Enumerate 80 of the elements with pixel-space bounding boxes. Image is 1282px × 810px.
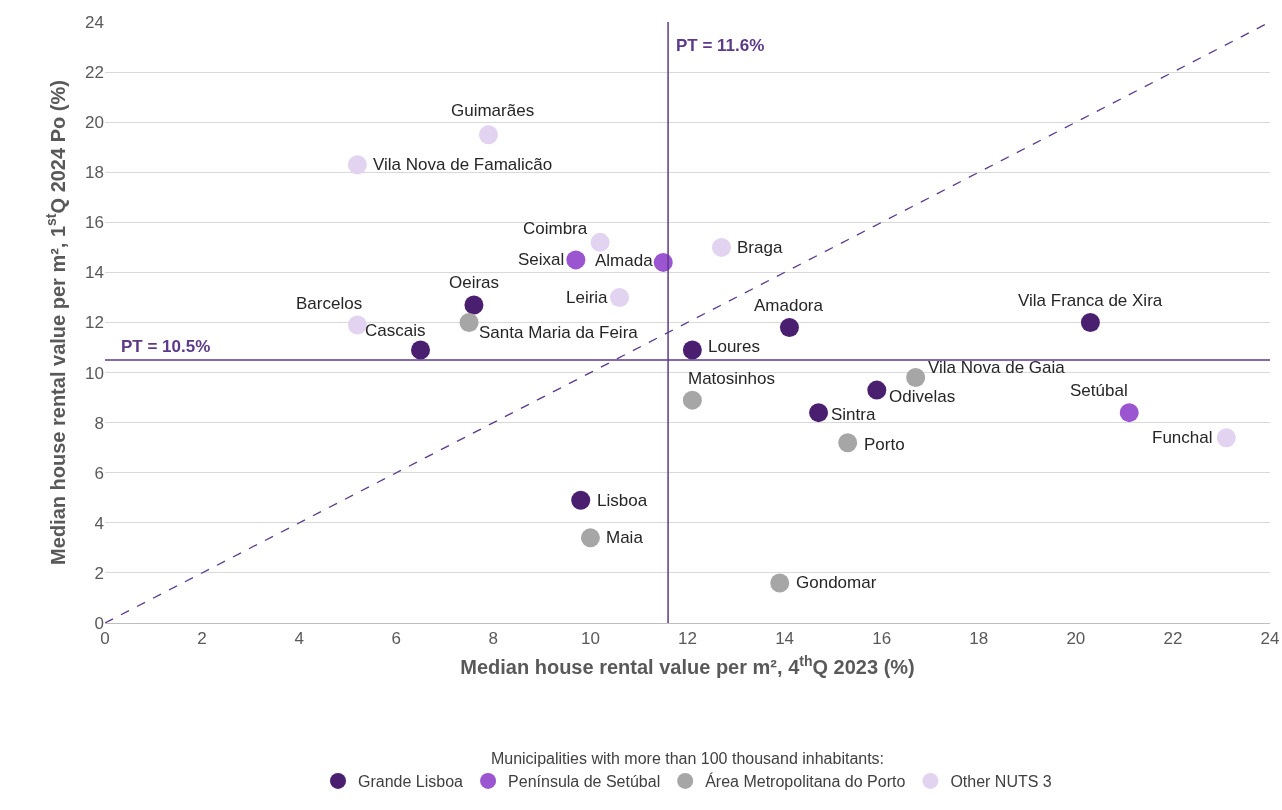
x-tick-label: 6	[391, 629, 401, 649]
point	[459, 313, 479, 332]
point	[1080, 313, 1100, 332]
annotation: Cascais	[365, 321, 426, 340]
legend-title: Municipalities with more than 100 thousand inhabitants:	[490, 750, 885, 767]
y-tick-label: 2	[94, 563, 104, 583]
y-tick-label: 4	[94, 513, 104, 533]
annotation: Maia	[606, 528, 644, 547]
annotation: Gondomar	[796, 573, 877, 592]
annotation: Vila Franca de Xira	[1018, 291, 1163, 310]
x-tick-label: 14	[775, 629, 795, 649]
annotation: Braga	[737, 238, 783, 257]
y-tick-label: 16	[85, 213, 104, 233]
annotation: Funchal	[1152, 428, 1213, 447]
annotation: Matosinhos	[688, 369, 775, 388]
x-tick-label: 4	[294, 629, 304, 649]
annotation: Guimarães	[451, 101, 535, 120]
point	[838, 433, 858, 453]
annotation: Amadora	[754, 296, 824, 315]
x-tick-label: 22	[1163, 629, 1183, 649]
point	[347, 315, 367, 335]
y-tick-label: 6	[94, 463, 104, 483]
point	[906, 368, 926, 388]
ref-line-label: PT = 11.6%	[676, 36, 765, 55]
x-tick-label: 10	[580, 629, 600, 649]
legend-label: Península de Setúbal	[508, 773, 661, 791]
x-tick-label: 16	[872, 629, 892, 649]
annotation: Seixal	[518, 250, 565, 269]
y-tick-label: 0	[94, 613, 104, 633]
point	[464, 295, 484, 315]
annotation: Vila Nova de Famalicão	[373, 155, 553, 174]
y-tick-label: 10	[85, 363, 104, 383]
x-axis-title: Median house rental value per m², 4$^{th}$Q 2023 (%)	[460, 652, 915, 678]
point	[590, 232, 610, 252]
point	[566, 250, 586, 270]
annotation: Vila Nova de Gaia	[928, 358, 1066, 377]
x-tick-label: 2	[197, 629, 207, 649]
ref-line-label: PT = 10.5%	[121, 337, 211, 356]
annotation: Setúbal	[1070, 381, 1128, 400]
point	[770, 573, 790, 593]
annotation: Odivelas	[889, 387, 956, 406]
point	[571, 490, 591, 510]
y-tick-label: 18	[85, 163, 104, 183]
annotation: Almada	[595, 251, 654, 270]
x-tick-label: 12	[678, 629, 697, 649]
annotation: Leiria	[566, 288, 609, 307]
y-tick-label: 8	[94, 413, 104, 433]
point	[682, 340, 702, 360]
point	[347, 155, 367, 175]
point	[867, 380, 887, 400]
annotation: Barcelos	[296, 294, 363, 313]
annotation: Lisboa	[597, 491, 648, 510]
annotation: Sintra	[831, 405, 876, 424]
point	[809, 403, 829, 423]
point	[1216, 428, 1236, 448]
annotation: Coimbra	[523, 219, 588, 238]
x-tick-label: 20	[1066, 629, 1086, 649]
annotation: Loures	[708, 337, 760, 356]
annotation: Oeiras	[449, 273, 500, 292]
y-tick-label: 14	[85, 263, 104, 283]
x-tick-label: 24	[1260, 629, 1280, 649]
y-tick-label: 22	[85, 63, 104, 83]
y-tick-label: 20	[85, 113, 104, 133]
point	[411, 340, 431, 360]
annotation: Porto	[864, 435, 905, 454]
y-tick-label: 24	[85, 12, 104, 32]
point	[478, 125, 498, 145]
annotation: Santa Maria da Feira	[479, 323, 639, 342]
point	[682, 390, 702, 410]
y-tick-label: 12	[85, 313, 104, 333]
point	[779, 318, 799, 337]
x-tick-label: 18	[969, 629, 989, 649]
x-tick-label: 8	[488, 629, 499, 649]
legend-label: Grande Lisboa	[358, 773, 464, 791]
point	[1119, 403, 1139, 423]
point	[610, 287, 630, 307]
point	[711, 237, 731, 257]
legend-label: Other NUTS 3	[950, 773, 1052, 791]
point	[580, 528, 600, 548]
legend-label: Área Metropolitana do Porto	[705, 772, 906, 791]
